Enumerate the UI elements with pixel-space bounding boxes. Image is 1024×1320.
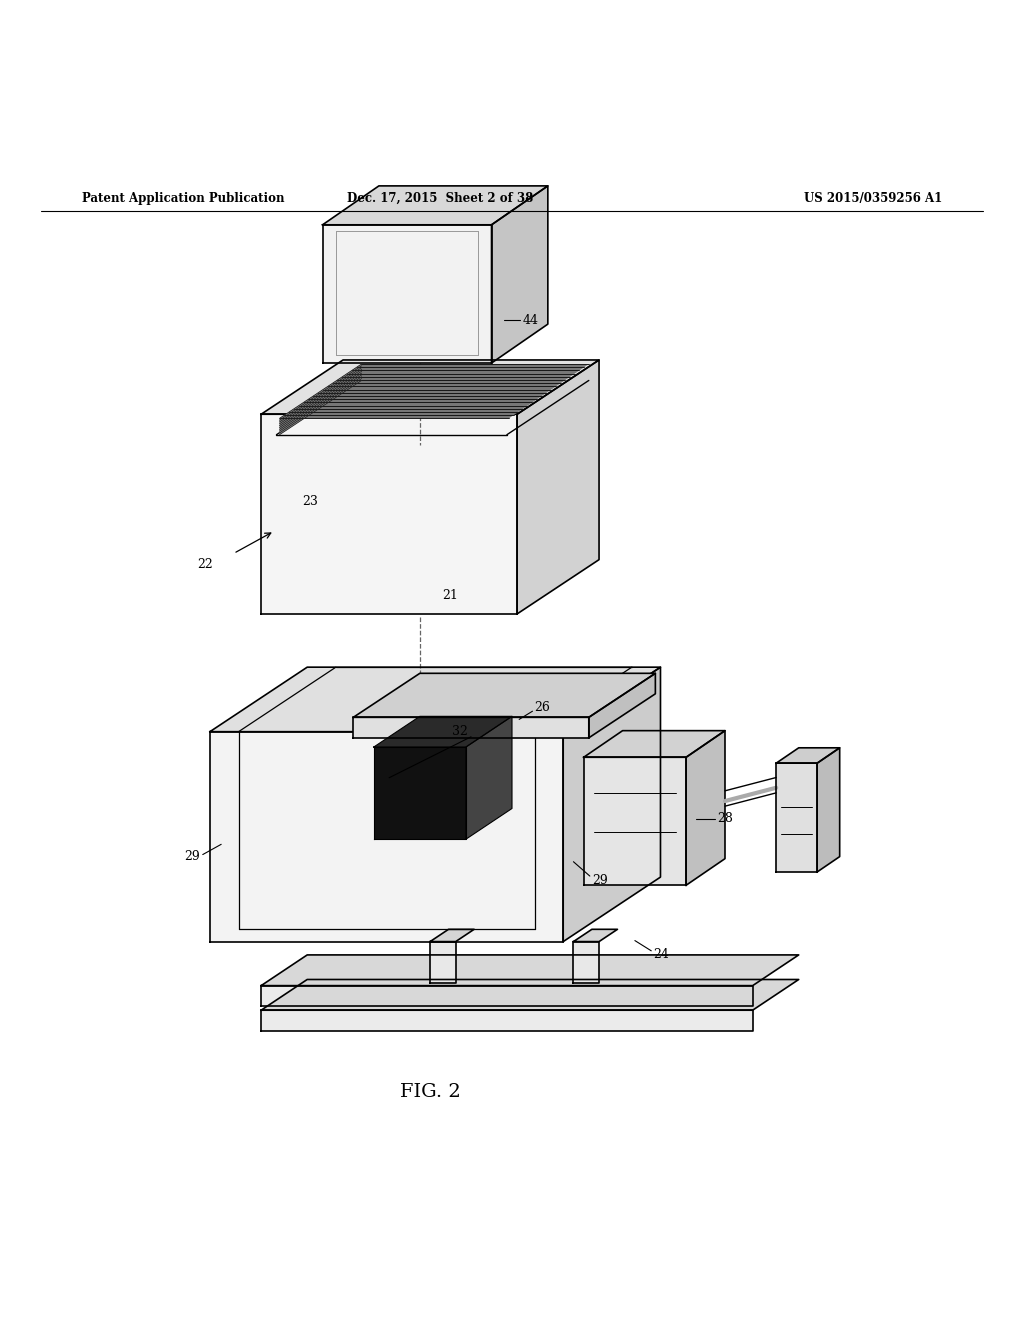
Polygon shape <box>353 673 655 717</box>
Text: 44: 44 <box>522 314 539 326</box>
Polygon shape <box>563 667 660 941</box>
Polygon shape <box>573 929 617 941</box>
Text: 26: 26 <box>535 701 551 714</box>
Text: Dec. 17, 2015  Sheet 2 of 38: Dec. 17, 2015 Sheet 2 of 38 <box>347 191 534 205</box>
Text: 24: 24 <box>653 948 670 961</box>
Text: 29: 29 <box>184 850 200 863</box>
Polygon shape <box>776 763 817 873</box>
Polygon shape <box>374 717 512 747</box>
Polygon shape <box>430 929 474 941</box>
Polygon shape <box>584 758 686 886</box>
Polygon shape <box>817 748 840 873</box>
Text: 23: 23 <box>302 495 318 508</box>
Polygon shape <box>323 224 492 363</box>
Text: 29: 29 <box>592 874 607 887</box>
Polygon shape <box>261 986 753 1006</box>
Polygon shape <box>776 748 840 763</box>
Text: 21: 21 <box>442 589 459 602</box>
Polygon shape <box>210 731 563 941</box>
Polygon shape <box>584 731 725 758</box>
Polygon shape <box>492 186 548 363</box>
Polygon shape <box>573 941 599 982</box>
Polygon shape <box>323 186 548 224</box>
Polygon shape <box>210 667 660 731</box>
Polygon shape <box>430 941 456 982</box>
Polygon shape <box>466 717 512 840</box>
Polygon shape <box>261 979 799 1010</box>
Polygon shape <box>280 364 589 418</box>
Polygon shape <box>353 717 589 738</box>
Polygon shape <box>261 360 599 414</box>
Text: US 2015/0359256 A1: US 2015/0359256 A1 <box>804 191 942 205</box>
Text: 32: 32 <box>452 725 468 738</box>
Text: 28: 28 <box>717 812 733 825</box>
Polygon shape <box>261 954 799 986</box>
Polygon shape <box>686 731 725 886</box>
Polygon shape <box>517 360 599 614</box>
Polygon shape <box>374 747 466 840</box>
Text: 22: 22 <box>198 558 213 572</box>
Polygon shape <box>261 414 517 614</box>
Polygon shape <box>261 1010 753 1031</box>
Text: FIG. 2: FIG. 2 <box>399 1084 461 1101</box>
Text: Patent Application Publication: Patent Application Publication <box>82 191 285 205</box>
Polygon shape <box>280 364 361 434</box>
Polygon shape <box>589 673 655 738</box>
